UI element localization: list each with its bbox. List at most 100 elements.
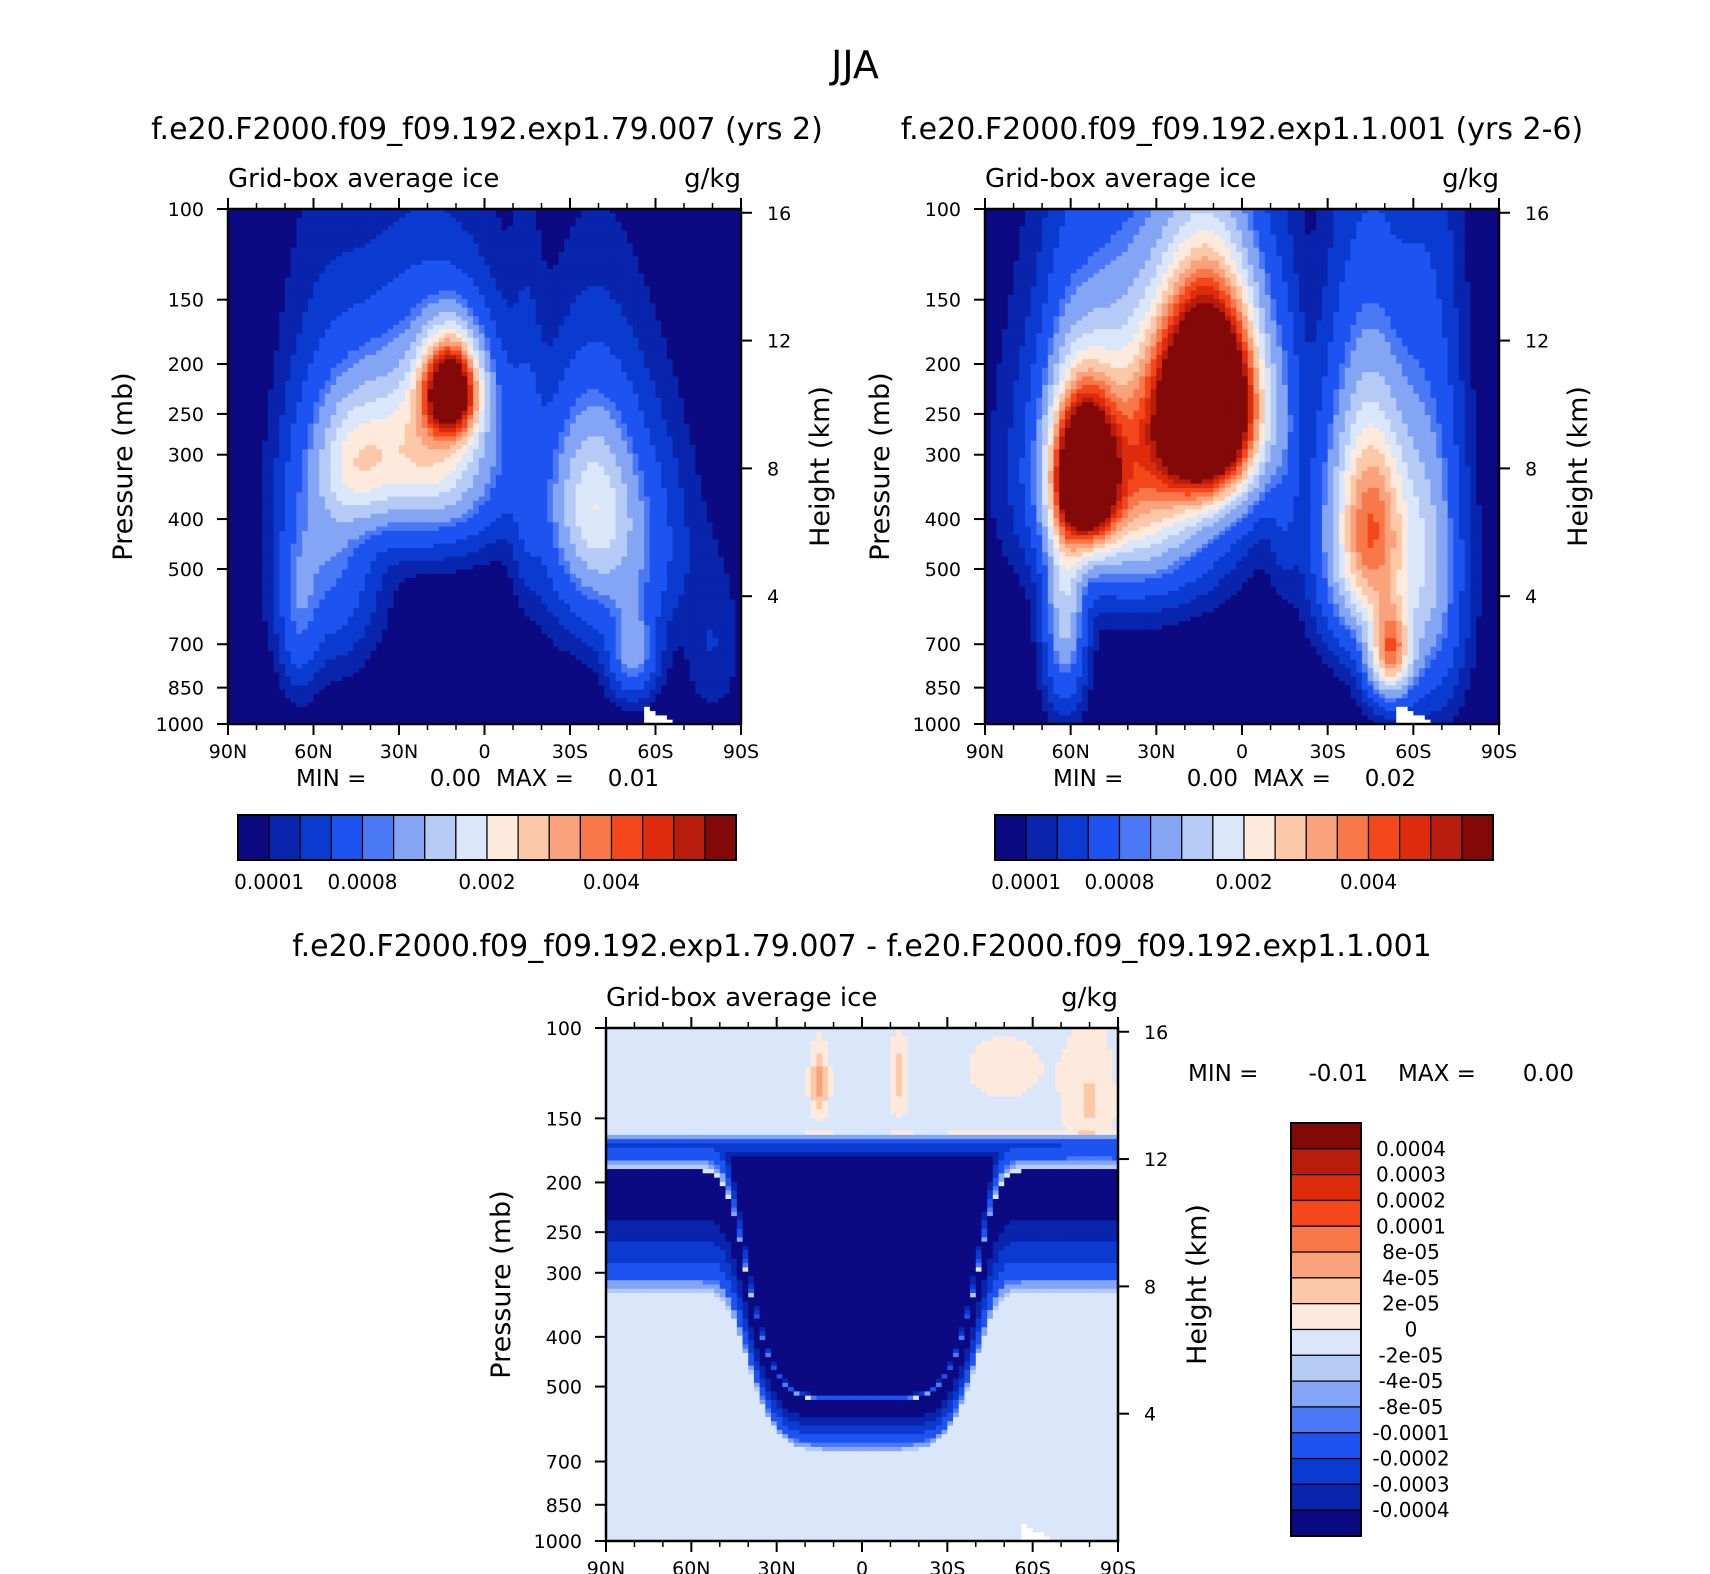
contour-cell <box>262 427 269 433</box>
contour-cell <box>245 440 252 446</box>
contour-cell <box>604 307 611 313</box>
contour-cell <box>296 316 303 322</box>
contour-cell <box>718 363 725 369</box>
contour-cell <box>473 234 480 240</box>
contour-cell <box>495 226 503 232</box>
contour-cell <box>416 256 423 262</box>
contour-cell <box>399 286 406 292</box>
contour-cell <box>558 329 565 335</box>
contour-cell <box>518 329 525 335</box>
contour-cell <box>627 376 634 382</box>
contour-cell <box>279 256 286 262</box>
contour-cell <box>718 294 725 300</box>
contour-cell <box>450 367 457 373</box>
contour-cell <box>513 406 520 412</box>
contour-cell <box>353 389 360 395</box>
contour-cell <box>712 209 719 214</box>
contour-cell <box>399 427 406 433</box>
contour-cell <box>712 359 719 365</box>
contour-cell <box>347 406 354 412</box>
contour-cell <box>524 247 531 253</box>
contour-cell <box>661 359 668 365</box>
contour-cell <box>421 221 429 227</box>
contour-cell <box>484 427 491 433</box>
contour-cell <box>518 239 525 244</box>
contour-cell <box>347 384 354 390</box>
contour-cell <box>672 393 679 399</box>
contour-cell <box>644 436 651 442</box>
contour-cell <box>364 376 372 382</box>
contour-cell <box>604 333 611 339</box>
contour-cell <box>627 354 634 360</box>
contour-cell <box>615 342 622 347</box>
contour-cell <box>684 312 691 317</box>
contour-cell <box>410 213 417 219</box>
contour-cell <box>285 342 292 347</box>
contour-cell <box>273 256 280 262</box>
contour-cell <box>490 260 497 266</box>
contour-cell <box>718 221 725 227</box>
contour-cell <box>701 372 708 377</box>
contour-cell <box>359 234 366 240</box>
contour-cell <box>552 350 560 356</box>
contour-cell <box>507 324 514 330</box>
contour-cell <box>324 393 332 399</box>
contour-cell <box>256 239 263 244</box>
contour-cell <box>456 256 463 262</box>
contour-cell <box>638 363 645 369</box>
contour-cell <box>279 393 286 399</box>
contour-cell <box>353 397 360 403</box>
contour-cell <box>296 367 303 373</box>
contour-cell <box>290 303 297 309</box>
contour-cell <box>273 427 280 433</box>
contour-cell <box>416 333 423 339</box>
contour-cell <box>404 354 411 360</box>
contour-cell <box>484 209 491 214</box>
contour-cell <box>587 410 594 416</box>
contour-cell <box>364 415 372 420</box>
contour-cell <box>228 363 235 369</box>
contour-cell <box>387 234 394 240</box>
contour-cell <box>530 260 537 266</box>
contour-cell <box>461 419 468 425</box>
contour-cell <box>450 333 457 339</box>
contour-cell <box>649 384 657 390</box>
contour-cell <box>558 342 565 347</box>
contour-cell <box>410 307 417 313</box>
contour-cell <box>598 393 605 399</box>
contour-cell <box>490 367 497 373</box>
contour-cell <box>461 350 468 356</box>
contour-cell <box>336 440 343 446</box>
contour-cell <box>587 213 594 219</box>
contour-cell <box>535 423 543 429</box>
contour-cell <box>598 389 605 395</box>
contour-cell <box>444 273 451 279</box>
contour-cell <box>416 415 423 420</box>
contour-cell <box>518 230 525 236</box>
contour-cell <box>473 367 480 373</box>
contour-cell <box>649 354 657 360</box>
contour-cell <box>507 384 514 390</box>
contour-cell <box>279 277 286 283</box>
contour-cell <box>438 367 446 373</box>
contour-cell <box>495 333 503 339</box>
contour-cell <box>575 427 582 433</box>
contour-cell <box>621 380 628 386</box>
contour-cell <box>541 393 548 399</box>
contour-cell <box>632 299 639 305</box>
contour-cell <box>484 410 491 416</box>
contour-cell <box>444 380 451 386</box>
contour-cell <box>376 316 383 322</box>
contour-cell <box>558 230 565 236</box>
contour-cell <box>307 273 315 279</box>
contour-cell <box>273 415 280 420</box>
contour-cell <box>604 312 611 317</box>
contour-cell <box>461 243 468 249</box>
contour-cell <box>364 251 372 257</box>
contour-cell <box>575 324 582 330</box>
contour-cell <box>410 277 417 283</box>
contour-cell <box>524 419 531 425</box>
contour-cell <box>461 307 468 313</box>
contour-cell <box>558 354 565 360</box>
contour-cell <box>701 316 708 322</box>
